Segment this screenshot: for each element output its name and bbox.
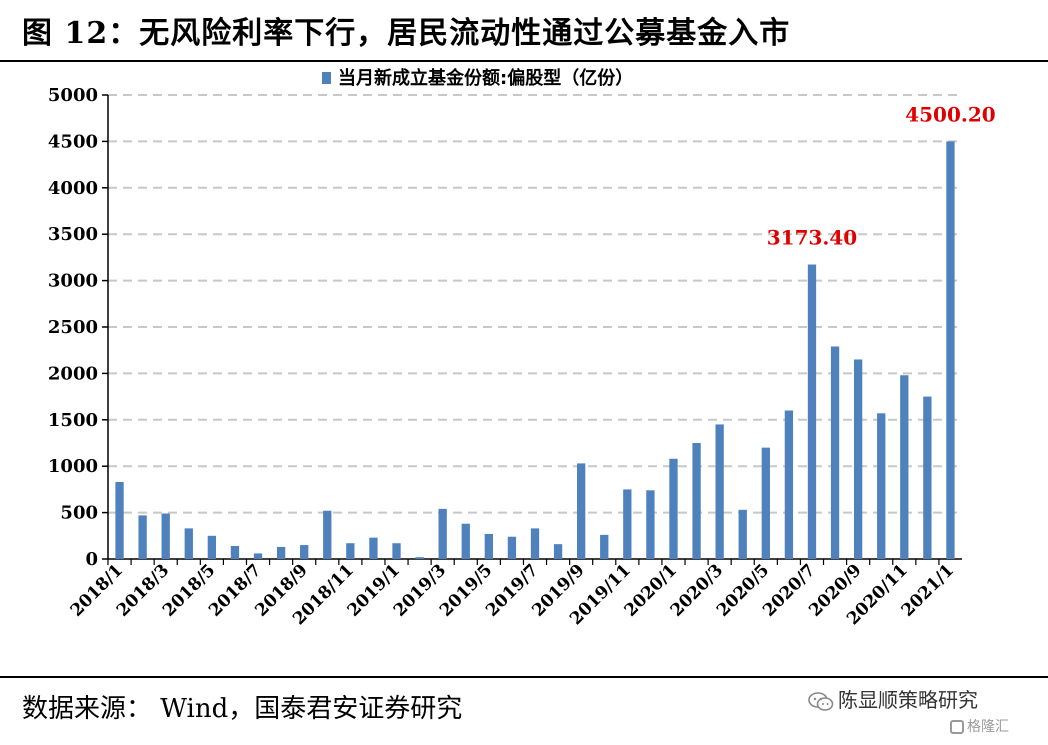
bar [253, 553, 263, 559]
bar [369, 537, 378, 559]
bar [784, 410, 794, 559]
bar [646, 490, 655, 559]
y-tick-label: 4000 [48, 178, 98, 199]
data-source: 数据来源： Wind，国泰君安证券研究 [22, 694, 463, 724]
bar [807, 264, 817, 559]
watermark: 格隆汇 [950, 716, 1009, 736]
y-tick-label: 3500 [48, 224, 98, 245]
bar [184, 528, 193, 559]
y-tick-label: 0 [85, 549, 98, 570]
y-tick-label: 500 [60, 503, 98, 524]
bar-chart: 0 500 1000 1500 2000 2500 3000 3500 4000 4500 5000… [48, 67, 996, 629]
bar [669, 458, 678, 559]
y-tick-label: 2500 [48, 317, 98, 338]
bar [715, 424, 724, 559]
bar [877, 413, 886, 559]
bar [738, 509, 747, 559]
bar [946, 141, 955, 559]
bar [346, 543, 355, 559]
legend-label: 当月新成立基金份额:偏股型（亿份） [338, 67, 633, 89]
top-rule [0, 60, 1048, 62]
bar [415, 557, 424, 559]
bar [300, 545, 309, 559]
bar [830, 346, 840, 559]
bar [507, 536, 517, 559]
y-tick-label: 5000 [48, 85, 98, 106]
bar [577, 463, 586, 559]
bar [623, 489, 632, 559]
bar [161, 513, 170, 559]
y-tick-label: 1500 [48, 410, 98, 431]
legend-swatch [322, 72, 331, 84]
bar [853, 359, 863, 559]
bar [923, 396, 932, 559]
data-label: 4500.20 [905, 102, 995, 126]
bar [461, 523, 470, 559]
bar [115, 481, 124, 559]
bar [138, 515, 147, 559]
bar [276, 546, 286, 559]
bar [484, 533, 493, 559]
y-tick-label: 3000 [48, 271, 98, 292]
bar [207, 535, 217, 559]
bar [761, 447, 770, 559]
bar [230, 546, 240, 559]
y-tick-label: 4500 [48, 131, 98, 152]
watermark-text: 格隆汇 [967, 719, 1009, 735]
y-tick-label: 1000 [48, 456, 98, 477]
bar [900, 375, 909, 559]
bar [438, 508, 447, 559]
brand-label: 陈显顺策略研究 [808, 684, 978, 713]
data-label: 3173.40 [767, 226, 857, 250]
bottom-rule [0, 676, 1048, 678]
bar [553, 544, 563, 559]
wechat-icon [808, 691, 834, 711]
bar [692, 443, 701, 559]
bar [600, 534, 609, 559]
bar [530, 528, 540, 559]
figure-title: 图 12：无风险利率下行，居民流动性通过公募基金入市 [22, 16, 791, 51]
y-tick-label: 2000 [48, 363, 98, 384]
bar [392, 543, 401, 559]
brand-text: 陈显顺策略研究 [838, 688, 978, 712]
watermark-logo-icon [950, 720, 964, 734]
bar [323, 510, 332, 559]
